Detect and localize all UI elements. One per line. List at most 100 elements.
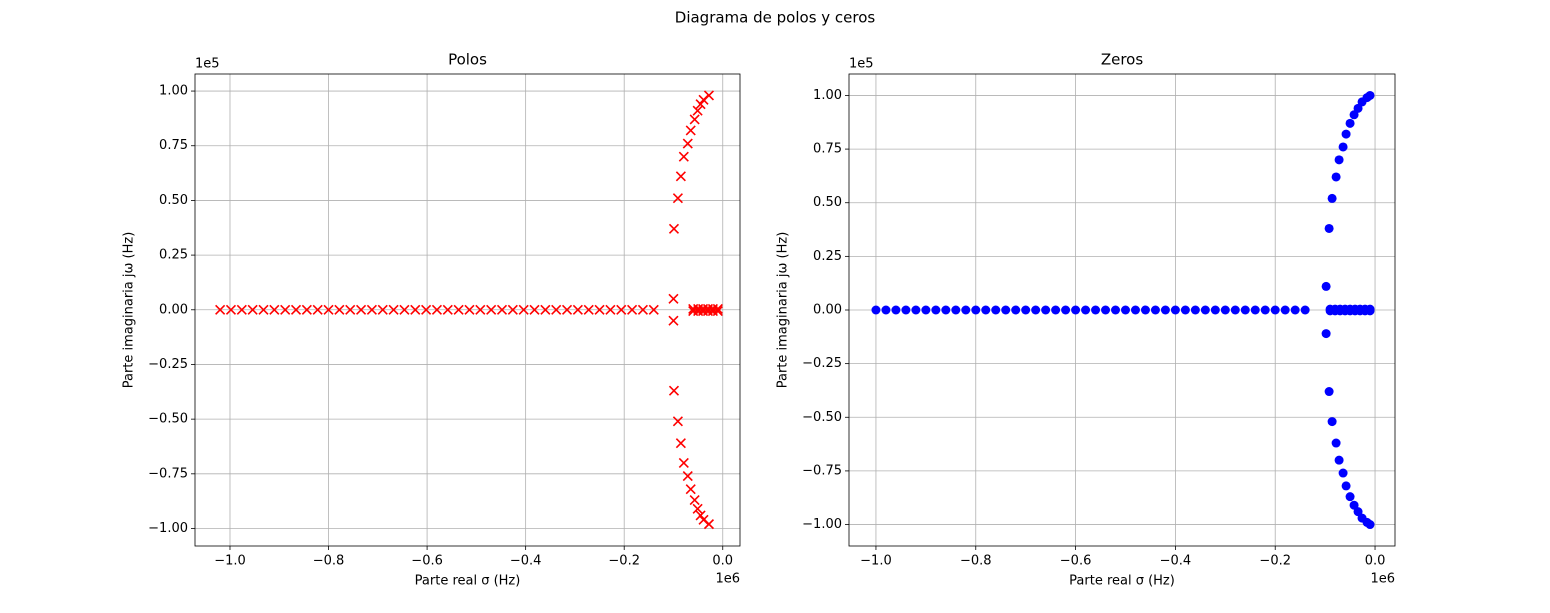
pole-marker [572,304,583,315]
marker-stroke [648,304,659,315]
zero-marker [1341,129,1351,139]
pole-marker [672,193,683,204]
pole-marker [692,503,703,514]
marker-stroke [236,304,247,315]
zero-marker [1353,103,1363,113]
marker-stroke [290,304,302,315]
zero-marker [1334,155,1344,165]
zero-marker [971,305,981,315]
zero-marker [931,305,941,315]
zero-marker [961,305,971,315]
marker-stroke [682,138,693,149]
marker-stroke [703,90,715,101]
x-tick-label: 0.0 [712,554,733,569]
pole-marker [464,304,475,315]
zero-marker [1160,305,1170,315]
pole-marker [561,304,573,315]
pole-marker [290,304,302,315]
marker-stroke [616,304,627,315]
x-offset-label: 1e6 [715,572,740,587]
zero-marker [1031,305,1041,315]
pole-marker [280,304,291,315]
zero-marker [1338,468,1348,478]
pole-marker [486,304,497,315]
zero-marker [1324,223,1334,233]
pole-marker [672,416,683,427]
zero-marker [1220,305,1230,315]
zero-marker [1011,305,1021,315]
pole-marker [712,306,723,317]
zero-marker [1341,481,1351,491]
pole-marker [225,304,237,315]
pole-marker [685,484,696,495]
pole-marker [388,304,399,315]
marker-stroke [712,306,723,317]
marker-stroke [507,304,518,315]
pole-marker [453,304,464,315]
zero-marker [941,305,951,315]
marker-stroke [668,385,680,396]
zero-marker [1101,305,1111,315]
marker-stroke [377,304,388,315]
axes-title: Polos [448,51,487,69]
zero-marker [991,305,1001,315]
pole-marker [215,304,226,315]
y-offset-label: 1e5 [849,57,874,72]
zero-marker [1111,305,1121,315]
marker-stroke [442,304,453,315]
marker-stroke [692,503,703,514]
zero-marker [881,305,891,315]
pole-marker [648,304,659,315]
pole-marker [269,304,280,315]
pole-marker [421,304,432,315]
pole-marker [685,125,696,136]
zero-marker [1170,305,1180,315]
y-tick-label: −0.25 [802,356,842,371]
zero-marker [1021,305,1031,315]
pole-marker [355,304,367,315]
x-axis-label: Parte real σ (Hz) [1069,574,1175,589]
pole-marker [236,304,247,315]
zero-marker [1365,306,1375,316]
x-tick-label: −1.0 [860,554,892,569]
marker-stroke [518,304,529,315]
axes-frame [194,73,741,547]
marker-stroke [594,304,605,315]
axes-frame [848,73,1396,547]
x-tick-label: −0.8 [960,554,992,569]
marker-stroke [668,315,679,326]
marker-stroke [675,171,686,182]
zero-marker [911,305,921,315]
marker-stroke [366,304,377,315]
y-tick-label: 0.00 [159,302,188,317]
marker-stroke [247,304,258,315]
marker-stroke [486,304,497,315]
x-tick-label: −0.8 [313,554,345,569]
y-tick-label: −0.50 [802,410,842,425]
zero-marker [1150,305,1160,315]
zero-marker [1130,305,1140,315]
pole-marker [475,304,486,315]
marker-stroke [627,304,638,315]
y-tick-label: 1.00 [159,84,188,99]
marker-stroke [682,470,693,482]
pole-marker [616,304,627,315]
pole-marker [551,304,562,315]
zero-marker [1180,305,1190,315]
pole-marker [668,223,680,234]
marker-stroke [672,416,683,427]
zero-marker [1345,492,1355,502]
pole-marker [518,304,529,315]
marker-stroke [355,304,367,315]
marker-stroke [410,304,421,315]
y-tick-label: 0.75 [159,138,188,153]
zero-marker [1210,305,1220,315]
y-tick-label: 0.00 [813,303,842,318]
pole-marker [431,304,443,315]
zero-marker [921,305,931,315]
zero-marker [1260,305,1270,315]
pole-marker [323,304,334,315]
zero-marker [1365,520,1375,530]
